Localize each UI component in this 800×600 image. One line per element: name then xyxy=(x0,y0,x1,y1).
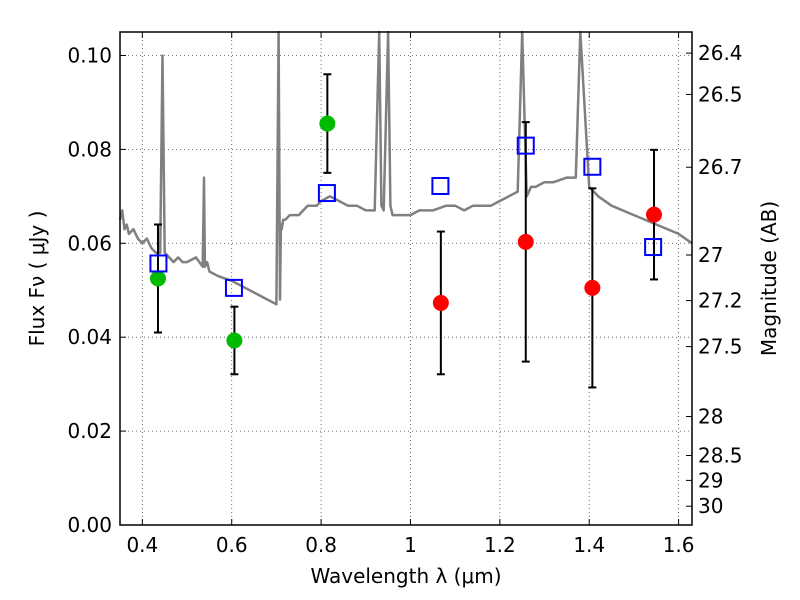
mag-tick-label: 27.2 xyxy=(698,289,743,313)
plot-frame xyxy=(119,31,693,526)
mag-tick-label: 26.5 xyxy=(698,82,743,106)
model-square xyxy=(149,254,168,273)
model-square xyxy=(431,177,450,196)
model-square xyxy=(516,136,535,155)
axis-ticks: 0.4 0.6 0.8 1 1.2 1.4 1.6 0.00 0.02 0.04 0.06 0.08 0… xyxy=(67,32,743,557)
x-tick-label: 1.6 xyxy=(663,533,695,557)
y-tick-label: 0.00 xyxy=(67,513,112,537)
x-tick-label: 0.6 xyxy=(216,533,248,557)
y2-axis-label: Magnitude (AB) xyxy=(757,201,781,356)
x-axis-label: Wavelength λ (μm) xyxy=(310,564,501,588)
mag-tick-label: 26.4 xyxy=(698,41,743,65)
x-tick-label: 0.8 xyxy=(305,533,337,557)
data-point xyxy=(226,332,243,349)
data-point xyxy=(149,270,166,287)
data-point xyxy=(517,233,534,250)
mag-tick-label: 28 xyxy=(698,405,723,429)
y-tick-label: 0.06 xyxy=(67,231,112,255)
model-square xyxy=(583,157,602,176)
mag-tick-label: 26.7 xyxy=(698,155,743,179)
model-square xyxy=(644,238,663,257)
mag-tick-label: 27.5 xyxy=(698,335,743,359)
mag-tick-label: 29 xyxy=(698,468,723,492)
y-axis-label: Flux Fν ( μJy ) xyxy=(25,211,49,347)
y-tick-label: 0.02 xyxy=(67,419,112,443)
x-tick-label: 1.4 xyxy=(573,533,605,557)
mag-tick-label: 30 xyxy=(698,494,723,518)
mag-tick-label: 27 xyxy=(698,243,723,267)
y-tick-label: 0.08 xyxy=(67,137,112,161)
model-square xyxy=(224,278,243,297)
x-tick-label: 1 xyxy=(404,533,417,557)
x-tick-label: 0.4 xyxy=(126,533,158,557)
data-point xyxy=(432,294,449,311)
y-tick-label: 0.10 xyxy=(67,43,112,67)
y-tick-label: 0.04 xyxy=(67,325,112,349)
mag-tick-label: 28.5 xyxy=(698,444,743,468)
data-point xyxy=(646,206,663,223)
model-square xyxy=(317,184,336,203)
data-point xyxy=(319,115,336,132)
x-tick-label: 1.2 xyxy=(484,533,516,557)
data-point xyxy=(584,279,601,296)
data-points xyxy=(149,115,663,349)
